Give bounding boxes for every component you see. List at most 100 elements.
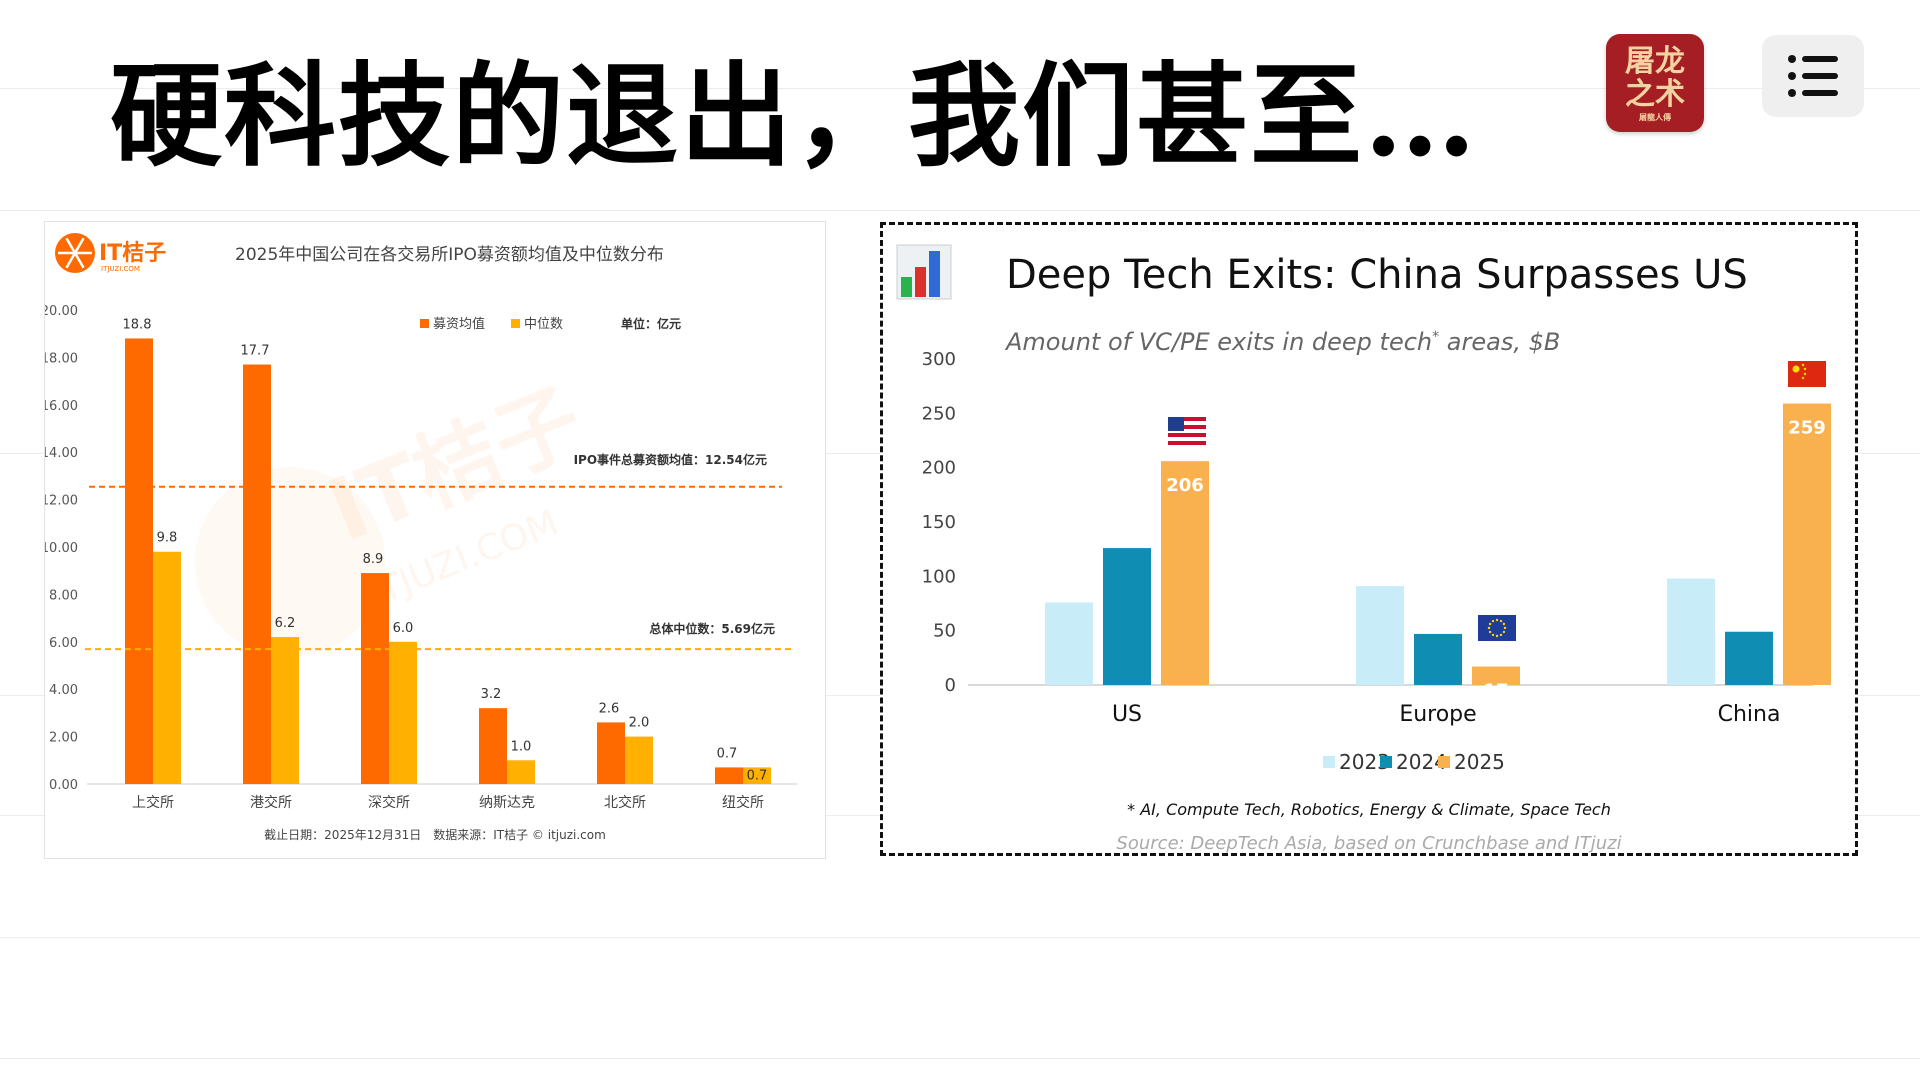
bar-median — [153, 551, 181, 784]
chart-subtitle: Amount of VC/PE exits in deep tech* area… — [1004, 328, 1560, 356]
bar-median — [389, 641, 417, 784]
x-tick-label: US — [1112, 702, 1142, 727]
data-label: 6.2 — [275, 616, 296, 631]
x-tick-label: 深交所 — [368, 794, 410, 811]
chart-source: Source: DeepTech Asia, based on Crunchba… — [1116, 833, 1621, 853]
eu-flag-icon — [1478, 615, 1516, 641]
background-rule — [0, 88, 1920, 89]
background-rule — [0, 1058, 1920, 1059]
bar-median — [743, 767, 771, 784]
data-label: 2.6 — [599, 701, 620, 716]
data-label: 17 — [1483, 681, 1508, 702]
bar-2023 — [1045, 602, 1093, 685]
channel-logo[interactable]: 屠龙 之术 屠龍人傳 — [1606, 34, 1704, 132]
unit-label: 单位：亿元 — [621, 316, 681, 331]
logo-text: 屠龙 — [1625, 43, 1685, 79]
data-label: 206 — [1166, 475, 1204, 496]
logo-text: 之术 — [1625, 76, 1685, 112]
bar-2025 — [1783, 403, 1831, 685]
legend-swatch — [420, 319, 429, 328]
y-tick-label: 4.00 — [49, 683, 78, 698]
brand-name: IT桔子 — [99, 241, 166, 266]
y-tick-label: 150 — [922, 512, 956, 533]
bar-mean — [125, 338, 153, 784]
itjuzi-ipo-chart: IT桔子 ITJUZI.COM 2025年中国公司在各交易所IPO募资额均值及中位数… — [41, 221, 826, 859]
x-tick-label: China — [1718, 702, 1781, 727]
y-tick-label: 50 — [933, 621, 956, 642]
page-title: 硬科技的退出，我们甚至… — [110, 51, 1478, 182]
y-tick-label: 250 — [922, 403, 956, 424]
background-rule — [0, 937, 1920, 938]
bar-mean — [361, 573, 389, 784]
data-label: 1.0 — [511, 739, 532, 754]
legend-swatch — [511, 319, 520, 328]
x-tick-label: 上交所 — [132, 794, 174, 811]
y-tick-label: 2.00 — [49, 731, 78, 746]
data-label: 17.7 — [241, 344, 270, 359]
y-tick-label: 8.00 — [49, 588, 78, 603]
menu-button[interactable] — [1762, 35, 1864, 117]
legend-swatch — [1380, 756, 1392, 768]
legend-label: 中位数 — [524, 317, 563, 332]
itjuzi-logo-icon — [55, 233, 95, 273]
bar-median — [507, 760, 535, 784]
data-label: 0.7 — [747, 768, 768, 783]
chart-footer: 截止日期：2025年12月31日 数据来源：IT桔子 © itjuzi.com — [264, 827, 606, 842]
x-tick-label: 纳斯达克 — [479, 795, 535, 811]
chart-title: 2025年中国公司在各交易所IPO募资额均值及中位数分布 — [235, 245, 664, 265]
watermark-logo-icon — [195, 467, 385, 657]
background-rule — [0, 210, 1920, 211]
bar-2023 — [1667, 578, 1715, 685]
y-tick-label: 18.00 — [45, 351, 78, 366]
legend-label: 2025 — [1454, 750, 1505, 774]
deeptech-exits-chart: Deep Tech Exits: China Surpasses US Amoun… — [880, 222, 1858, 856]
bar-mean — [597, 722, 625, 784]
data-label: 3.2 — [481, 687, 502, 702]
x-tick-label: 港交所 — [250, 794, 292, 811]
y-tick-label: 100 — [922, 566, 956, 587]
legend-swatch — [1438, 756, 1450, 768]
bar-2024 — [1103, 548, 1151, 685]
bar-median — [271, 637, 299, 784]
data-label: 9.8 — [157, 531, 178, 546]
reference-label: IPO事件总募资额均值：12.54亿元 — [574, 452, 767, 467]
y-tick-label: 16.00 — [45, 399, 78, 414]
data-label: 18.8 — [123, 317, 152, 332]
data-label: 0.7 — [717, 746, 738, 761]
data-label: 8.9 — [363, 552, 384, 567]
x-tick-label: 北交所 — [604, 794, 646, 811]
chart-footnote: * AI, Compute Tech, Robotics, Energy & C… — [1127, 800, 1611, 819]
bar-2024 — [1414, 633, 1462, 685]
bar-mean — [715, 767, 743, 784]
bar-mean — [479, 708, 507, 784]
y-tick-label: 0.00 — [49, 778, 78, 793]
bar-2025 — [1161, 461, 1209, 685]
bar-2023 — [1356, 586, 1404, 685]
x-tick-label: 纽交所 — [722, 794, 764, 811]
logo-subtext: 屠龍人傳 — [1639, 111, 1671, 122]
y-tick-label: 20.00 — [45, 304, 78, 319]
legend-swatch — [1323, 756, 1335, 768]
y-tick-label: 6.00 — [49, 636, 78, 651]
bar-2024 — [1725, 631, 1773, 685]
us-flag-icon — [1168, 417, 1206, 445]
y-tick-label: 300 — [922, 349, 956, 370]
x-tick-label: Europe — [1399, 702, 1476, 727]
chart-title: Deep Tech Exits: China Surpasses US — [1006, 252, 1748, 298]
brand-subtext: ITJUZI.COM — [101, 265, 140, 273]
data-label: 6.0 — [393, 621, 414, 636]
y-tick-label: 0 — [945, 675, 956, 696]
bar-median — [625, 736, 653, 784]
china-flag-icon — [1788, 361, 1826, 387]
y-tick-label: 200 — [922, 458, 956, 479]
y-tick-label: 14.00 — [45, 446, 78, 461]
bar-mean — [243, 364, 271, 784]
reference-label: 总体中位数：5.69亿元 — [649, 621, 775, 636]
y-tick-label: 10.00 — [45, 541, 78, 556]
exits-chart-svg: Deep Tech Exits: China Surpasses US Amoun… — [896, 244, 1831, 854]
y-tick-label: 12.00 — [45, 494, 78, 509]
data-label: 2.0 — [629, 716, 650, 731]
list-icon — [1788, 55, 1838, 97]
bar-2025 — [1472, 666, 1520, 685]
